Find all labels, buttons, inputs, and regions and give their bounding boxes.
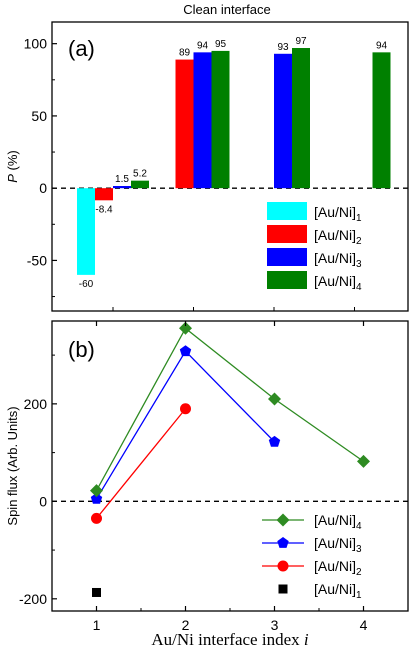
legend-swatch-3 (267, 248, 307, 266)
point-4-x1 (90, 484, 103, 498)
point-3-x2 (179, 345, 192, 357)
plot-frame (51, 21, 409, 312)
legend-base: [Au/Ni] (314, 204, 356, 220)
series-line-4 (95, 327, 364, 491)
legend-label-2: [Au/Ni]2 (314, 227, 362, 247)
panel-a-bar-chart: -60 -8.4 89 1.5 94 93 5.2 95 97 94 -50 0 50 100 (a) P (… (5, 21, 409, 312)
data-label: 5.2 (133, 169, 147, 180)
legend-subscript: 1 (356, 590, 362, 601)
y-tick-label: -50 (27, 252, 47, 268)
point-1-x1 (92, 587, 101, 597)
legend-label-1: [Au/Ni]1 (314, 581, 362, 601)
legend-base: [Au/Ni] (314, 273, 356, 289)
bar-4-cat-3 (292, 48, 310, 189)
legend-marker-2 (277, 560, 289, 572)
panel-label: (b) (68, 337, 95, 362)
data-label: 97 (295, 36, 307, 47)
bar-3-cat-2 (193, 52, 212, 189)
legend-base: [Au/Ni] (314, 558, 356, 574)
legend-marker-4 (276, 513, 290, 527)
legend-subscript: 1 (356, 213, 362, 224)
bar-4-cat-1 (131, 180, 149, 189)
y-axis-title-italic: P (5, 174, 20, 183)
x-tick-label: 4 (360, 617, 368, 633)
bar-4-cat-4 (372, 52, 391, 189)
bar-3-cat-1 (113, 186, 131, 189)
data-label: 89 (179, 48, 191, 59)
legend-marker-3 (277, 537, 289, 548)
y-tick-label: 200 (24, 396, 48, 412)
y-tick-label: 0 (39, 180, 47, 196)
x-tick-label: 3 (271, 617, 279, 633)
data-label: 93 (277, 42, 289, 53)
y-tick-label: 100 (24, 36, 48, 52)
data-label: 94 (376, 40, 388, 51)
bar-1-cat-1 (77, 188, 95, 275)
x-tick-label: 2 (182, 617, 190, 633)
point-2-x2 (180, 403, 191, 415)
legend-subscript: 4 (356, 521, 362, 532)
point-2-x1 (91, 512, 102, 524)
panel-b-line-chart: -200 0 200 1 2 3 4 (b) Spin flux (Arb. Units) Au/… (5, 320, 409, 649)
point-3-x3 (268, 435, 281, 447)
bar-2-cat-2 (175, 59, 194, 189)
point-4-x2 (179, 321, 192, 335)
legend-label-2: [Au/Ni]2 (314, 558, 362, 578)
y-axis-title-rest: (%) (5, 150, 20, 174)
y-axis-title: Spin flux (Arb. Units) (5, 406, 20, 525)
y-tick-label: -200 (19, 591, 47, 607)
legend-label-4: [Au/Ni]4 (314, 512, 362, 532)
legend-subscript: 2 (356, 567, 362, 578)
x-axis-title: Au/Ni interface index i (151, 630, 308, 649)
legend-label-1: [Au/Ni]1 (314, 204, 362, 224)
legend-label-3: [Au/Ni]3 (314, 535, 362, 555)
legend-base: [Au/Ni] (314, 250, 356, 266)
data-label: -8.4 (95, 204, 113, 215)
series-line-3 (95, 350, 275, 500)
legend-subscript: 3 (356, 259, 362, 270)
legend-label-4: [Au/Ni]4 (314, 273, 362, 293)
legend-subscript: 3 (356, 544, 362, 555)
panel-label: (a) (68, 36, 95, 61)
legend-subscript: 4 (356, 282, 362, 293)
legend-swatch-4 (267, 271, 307, 289)
legend-base: [Au/Ni] (314, 535, 356, 551)
legend-marker-1 (278, 584, 288, 594)
y-tick-label: 50 (31, 108, 47, 124)
series-line-2 (95, 408, 187, 519)
y-tick-label: 0 (39, 493, 47, 509)
data-label: 1.5 (115, 174, 129, 185)
legend-swatch-1 (267, 202, 307, 220)
legend-base: [Au/Ni] (314, 512, 356, 528)
legend-label-3: [Au/Ni]3 (314, 250, 362, 270)
y-axis-title: P (%) (5, 150, 20, 183)
bar-4-cat-2 (211, 50, 230, 189)
legend-subscript: 2 (356, 236, 362, 247)
point-4-x3 (268, 392, 281, 406)
bar-3-cat-3 (274, 53, 292, 189)
point-4-x4 (357, 454, 370, 468)
figure-title: Clean interface (183, 2, 270, 17)
x-tick-label: 1 (93, 617, 101, 633)
legend-swatch-2 (267, 225, 307, 243)
legend-base: [Au/Ni] (314, 227, 356, 243)
point-3-x1 (90, 492, 103, 504)
legend-base: [Au/Ni] (314, 581, 356, 597)
x-axis-title-italic: i (304, 630, 309, 649)
bar-2-cat-1 (95, 188, 113, 201)
data-label: -60 (79, 279, 94, 290)
x-axis-title-main: Au/Ni interface index (151, 630, 303, 649)
data-label: 94 (197, 40, 209, 51)
data-label: 95 (215, 39, 227, 50)
